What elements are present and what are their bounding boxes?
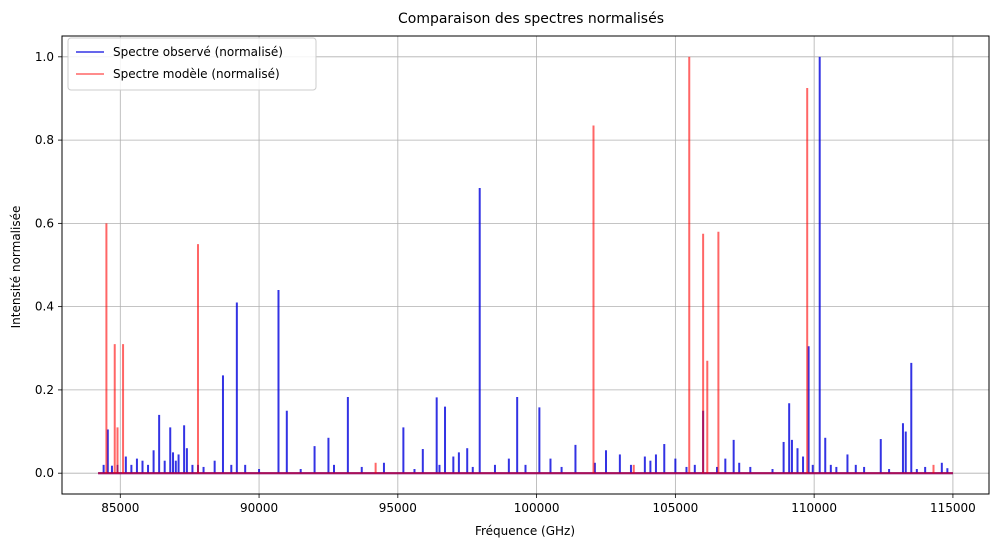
legend: Spectre observé (normalisé) Spectre modè…	[67, 37, 317, 91]
x-axis: 85000 90000 95000 100000 105000 110000 115000	[101, 494, 976, 515]
x-tick-label: 90000	[240, 501, 278, 515]
x-tick-label: 115000	[930, 501, 976, 515]
legend-box	[67, 37, 317, 91]
x-tick-label: 105000	[652, 501, 698, 515]
x-tick-label: 100000	[514, 501, 560, 515]
y-tick-label: 0.2	[35, 383, 54, 397]
plot-area	[61, 35, 990, 495]
y-tick-label: 0.6	[35, 216, 54, 230]
axes-frame	[61, 35, 990, 495]
series-model	[98, 56, 953, 475]
x-tick-label: 95000	[379, 501, 417, 515]
legend-label-model: Spectre modèle (normalisé)	[113, 67, 280, 81]
x-axis-label: Fréquence (GHz)	[475, 524, 575, 538]
x-tick-label: 110000	[791, 501, 837, 515]
x-tick-label: 85000	[101, 501, 139, 515]
y-axis-label: Intensité normalisée	[9, 206, 23, 329]
series-layer	[98, 56, 953, 475]
y-axis: 0.0 0.2 0.4 0.6 0.8 1.0	[35, 50, 62, 480]
y-tick-label: 1.0	[35, 50, 54, 64]
legend-label-observed: Spectre observé (normalisé)	[113, 45, 283, 59]
y-tick-label: 0.4	[35, 300, 54, 314]
chart-title: Comparaison des spectres normalisés	[398, 11, 664, 27]
y-tick-label: 0.8	[35, 133, 54, 147]
y-tick-label: 0.0	[35, 466, 54, 480]
